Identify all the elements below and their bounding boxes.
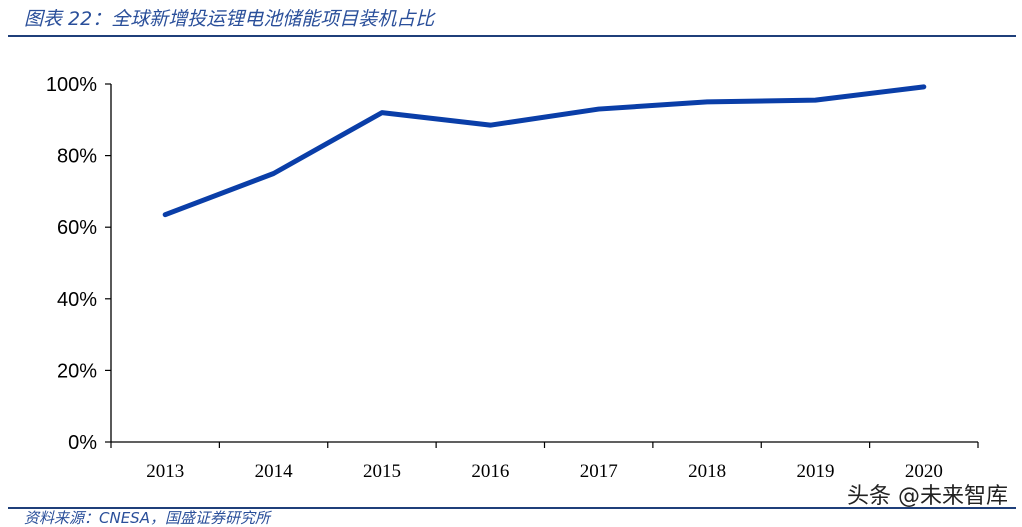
figure-title: 图表 22：全球新增投运锂电池储能项目装机占比 xyxy=(24,8,435,30)
y-tick-label: 0% xyxy=(68,432,97,454)
x-tick-label: 2020 xyxy=(905,461,943,482)
x-tick-label: 2014 xyxy=(255,461,294,482)
watermark: 头条 @未来智库 xyxy=(847,484,1008,509)
x-tick-label: 2017 xyxy=(580,461,618,482)
source-divider xyxy=(8,507,1016,509)
source-note: 资料来源：CNESA，国盛证券研究所 xyxy=(24,509,270,527)
y-tick-label: 20% xyxy=(57,360,97,382)
y-tick-label: 60% xyxy=(57,217,97,239)
title-divider xyxy=(8,35,1016,37)
x-tick-label: 2015 xyxy=(363,461,401,482)
x-tick-label: 2013 xyxy=(146,461,184,482)
x-tick-label: 2018 xyxy=(688,461,726,482)
x-tick-label: 2019 xyxy=(796,461,834,482)
x-tick-label: 2016 xyxy=(471,461,509,482)
y-tick-label: 100% xyxy=(46,74,97,96)
y-tick-label: 40% xyxy=(57,289,97,311)
y-tick-label: 80% xyxy=(57,146,97,168)
series-line xyxy=(162,84,927,218)
